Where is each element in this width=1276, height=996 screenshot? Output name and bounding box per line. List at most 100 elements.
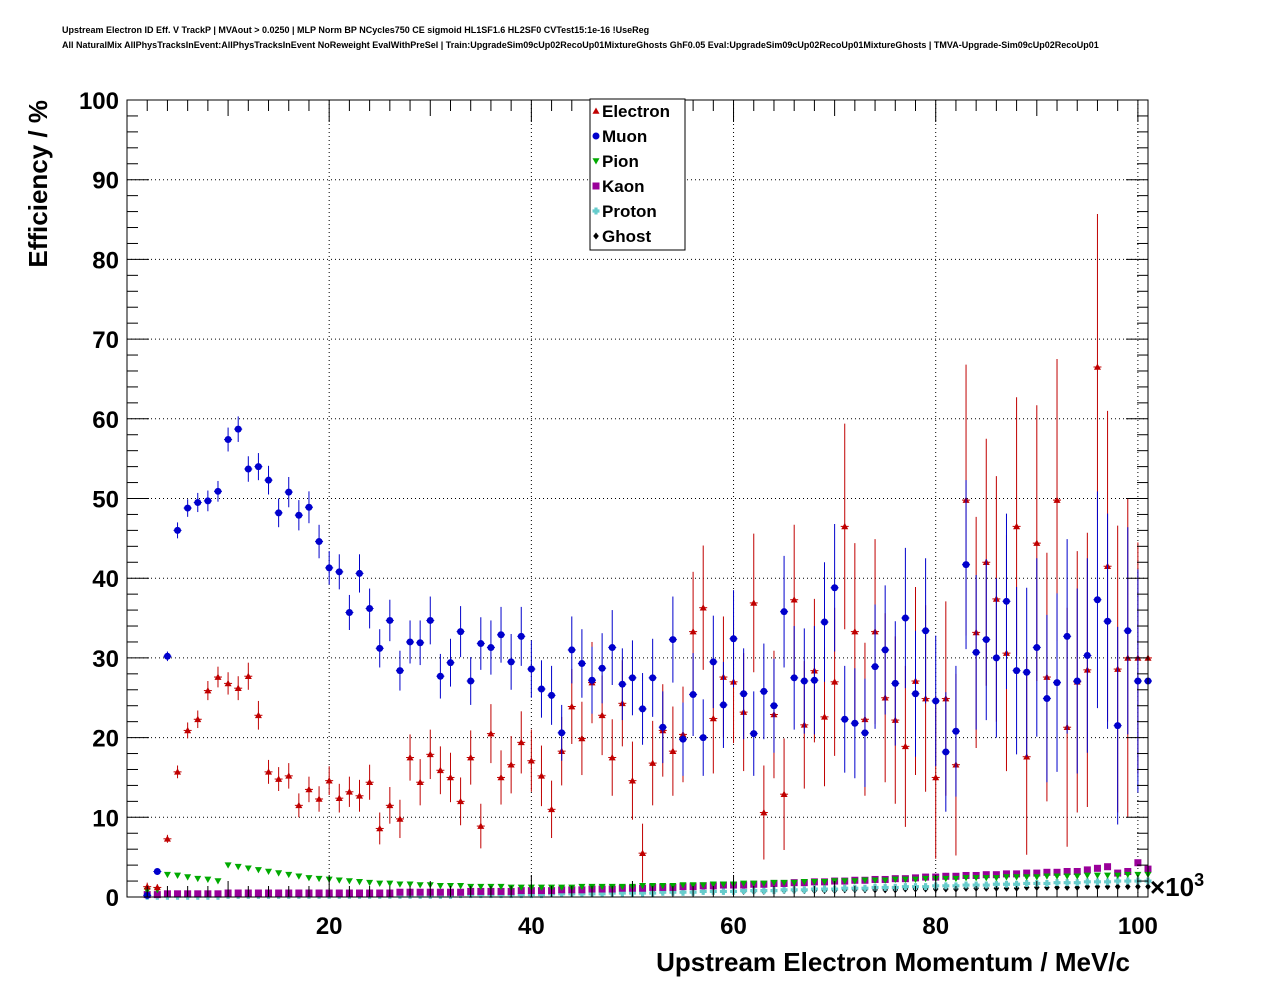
cross-marker: [699, 887, 707, 895]
chart-title-line-2: All NaturalMix AllPhysTracksInEvent:AllP…: [62, 40, 1099, 50]
square-marker: [1063, 867, 1071, 875]
triangle-down-marker: [1002, 874, 1010, 881]
triangle-up-marker: [932, 773, 940, 781]
triangle-up-marker: [592, 107, 600, 114]
cross-marker: [922, 883, 930, 891]
triangle-down-marker: [578, 883, 586, 891]
triangle-down-marker: [396, 881, 404, 888]
circle-marker: [679, 735, 687, 743]
square-marker: [335, 889, 343, 897]
circle-marker: [639, 705, 647, 713]
circle-marker: [436, 672, 444, 680]
square-marker: [992, 871, 1000, 879]
triangle-down-marker: [810, 879, 818, 886]
circle-marker: [901, 614, 909, 622]
cross-marker: [537, 891, 545, 899]
triangle-up-marker: [457, 797, 465, 805]
triangle-up-marker: [628, 777, 636, 784]
cross-marker: [618, 889, 626, 897]
triangle-down-marker: [952, 875, 960, 883]
legend-label: Ghost: [602, 227, 651, 246]
circle-marker: [1093, 596, 1101, 604]
triangle-down-marker: [719, 881, 727, 888]
triangle-up-marker: [841, 522, 849, 530]
triangle-up-marker: [406, 754, 414, 761]
triangle-up-marker: [416, 778, 424, 786]
triangle-up-marker: [1093, 363, 1101, 370]
circle-marker: [1013, 667, 1021, 675]
circle-marker: [537, 685, 545, 693]
cross-marker: [1073, 879, 1081, 887]
square-marker: [376, 889, 384, 897]
legend-label: Kaon: [602, 177, 645, 196]
triangle-down-marker: [1043, 873, 1051, 880]
circle-marker: [800, 677, 808, 685]
square-marker: [1083, 866, 1091, 874]
cross-marker: [1002, 880, 1010, 888]
legend-entry: Muon: [592, 127, 647, 146]
triangle-up-marker: [285, 772, 293, 779]
triangle-down-marker: [982, 875, 990, 882]
square-marker: [153, 891, 161, 899]
circle-marker: [244, 465, 252, 473]
triangle-up-marker: [265, 768, 273, 775]
diamond-marker: [593, 232, 599, 240]
chart-title-line-1: Upstream Electron ID Eff. V TrackP | MVA…: [62, 25, 650, 35]
triangle-up-marker: [325, 777, 333, 784]
triangle-up-marker: [497, 773, 505, 781]
triangle-down-marker: [770, 879, 778, 887]
legend-label: Muon: [602, 127, 647, 146]
circle-marker: [588, 676, 596, 684]
cross-marker: [800, 886, 808, 894]
circle-marker: [214, 487, 222, 495]
triangle-down-marker: [1023, 874, 1031, 881]
legend-label: Pion: [602, 152, 639, 171]
cross-marker: [1093, 878, 1101, 886]
legend-entry: Proton: [592, 202, 657, 221]
circle-marker: [1114, 722, 1122, 730]
triangle-down-marker: [285, 871, 293, 879]
circle-marker: [517, 632, 525, 640]
data-points: [143, 213, 1152, 900]
triangle-down-marker: [234, 863, 242, 871]
triangle-up-marker: [477, 822, 485, 829]
triangle-down-marker: [295, 873, 303, 880]
triangle-down-marker: [760, 880, 768, 887]
circle-marker: [174, 526, 182, 534]
triangle-down-marker: [386, 880, 394, 887]
circle-marker: [194, 498, 202, 506]
triangle-up-marker: [760, 809, 768, 816]
triangle-up-marker: [780, 790, 788, 797]
triangle-up-marker: [578, 734, 586, 742]
legend: Electron Muon Pion Kaon Proton Ghost: [589, 98, 686, 251]
circle-marker: [1063, 632, 1071, 640]
x-tick-label: 80: [922, 913, 949, 940]
circle-marker: [831, 584, 839, 592]
triangle-up-marker: [426, 750, 434, 758]
triangle-up-marker: [517, 738, 525, 746]
triangle-down-marker: [345, 878, 353, 885]
circle-marker: [618, 680, 626, 688]
triangle-up-marker: [709, 714, 717, 722]
cross-marker: [1104, 878, 1112, 886]
circle-marker: [386, 616, 394, 624]
square-marker: [1134, 859, 1142, 867]
circle-marker: [962, 561, 970, 569]
cross-marker: [760, 887, 768, 895]
triangle-down-marker: [679, 882, 687, 889]
circle-marker: [507, 658, 515, 666]
circle-marker: [184, 504, 192, 512]
x-tick-label: 100: [1118, 913, 1158, 940]
series-electron: [143, 213, 1152, 891]
cross-marker: [1023, 879, 1031, 887]
square-marker: [477, 887, 485, 895]
circle-marker: [487, 644, 495, 652]
cross-marker: [659, 888, 667, 896]
cross-marker: [1013, 880, 1021, 888]
circle-marker: [810, 676, 818, 684]
legend-box: [589, 98, 686, 251]
circle-marker: [275, 509, 283, 517]
triangle-down-marker: [861, 877, 869, 884]
circle-marker: [649, 674, 657, 682]
circle-marker: [285, 488, 293, 496]
